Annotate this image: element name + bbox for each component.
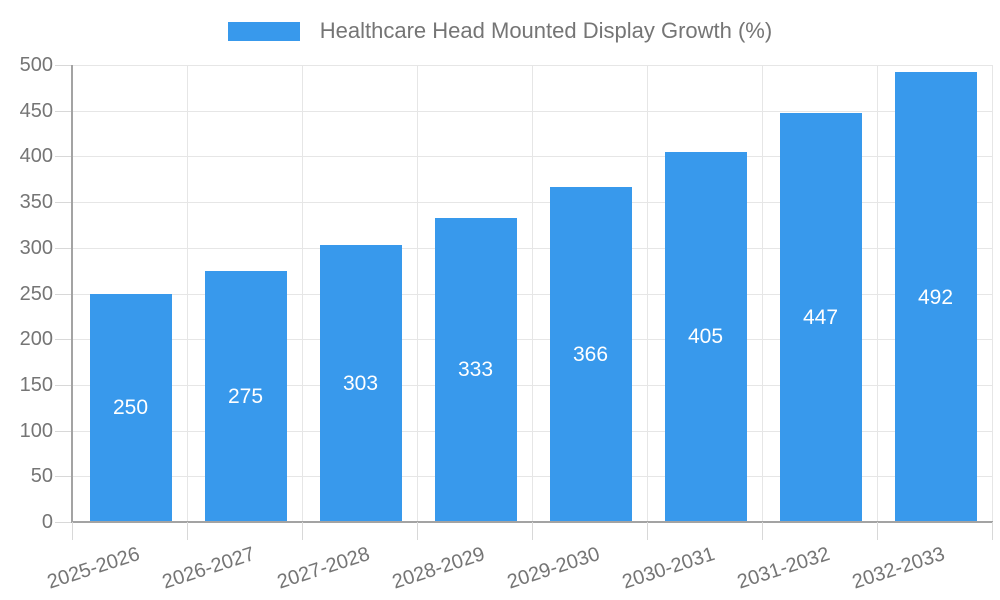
y-tick-mark: [55, 293, 71, 295]
x-axis-tick-label: 2027-2028: [274, 543, 373, 594]
y-axis-tick-label: 350: [19, 191, 53, 214]
x-tick-mark: [187, 522, 188, 540]
x-tick-mark: [877, 522, 878, 540]
y-axis-tick-label: 50: [30, 465, 53, 488]
bar-value-label: 275: [227, 384, 264, 408]
y-axis-tick-label: 100: [19, 419, 53, 442]
y-gridline: [73, 430, 993, 432]
y-gridline: [73, 384, 993, 386]
x-gridline: [532, 65, 533, 522]
x-gridline: [417, 65, 418, 522]
x-axis-tick-label: 2032-2033: [849, 543, 948, 594]
x-tick-mark: [992, 522, 993, 540]
legend-label: Healthcare Head Mounted Display Growth (…: [319, 18, 773, 43]
x-gridline: [302, 65, 303, 522]
y-gridline: [73, 65, 993, 66]
bar-value-label: 492: [917, 285, 954, 309]
y-tick-mark: [55, 522, 71, 523]
y-axis-line: [71, 65, 73, 522]
bar[interactable]: 492: [894, 72, 977, 522]
y-tick-mark: [55, 339, 71, 341]
x-axis-tick-label: 2029-2030: [504, 543, 603, 594]
x-gridline: [992, 65, 993, 522]
x-axis-tick-label: 2028-2029: [389, 543, 488, 594]
bar[interactable]: 366: [549, 187, 632, 522]
legend[interactable]: Healthcare Head Mounted Display Growth (…: [0, 12, 1000, 50]
x-tick-mark: [762, 522, 763, 540]
x-axis-tick-label: 2026-2027: [159, 543, 258, 594]
y-axis-tick-label: 0: [41, 511, 53, 533]
bar[interactable]: 447: [779, 113, 862, 522]
y-axis-tick-label: 500: [19, 54, 53, 76]
x-axis-tick-label: 2030-2031: [619, 543, 718, 594]
y-axis-tick-label: 450: [19, 99, 53, 122]
x-axis-tick-label: 2031-2032: [734, 543, 833, 594]
bar-value-label: 250: [112, 396, 149, 420]
x-tick-mark: [302, 522, 303, 540]
x-tick-mark: [417, 522, 418, 540]
bar-value-label: 333: [457, 358, 494, 382]
y-tick-mark: [55, 65, 71, 66]
y-axis-tick-label: 150: [19, 373, 53, 396]
bar[interactable]: 333: [434, 217, 517, 522]
y-axis-tick-label: 250: [19, 282, 53, 305]
x-gridline: [647, 65, 648, 522]
y-tick-mark: [55, 430, 71, 432]
bar[interactable]: 250: [89, 293, 172, 522]
bar-value-label: 447: [802, 306, 839, 330]
y-tick-mark: [55, 384, 71, 386]
x-tick-mark: [72, 522, 73, 540]
bar-value-label: 366: [572, 343, 609, 367]
bar[interactable]: 303: [319, 245, 402, 522]
bar-value-label: 405: [687, 325, 724, 349]
legend-swatch: [227, 21, 300, 41]
x-gridline: [762, 65, 763, 522]
y-tick-mark: [55, 247, 71, 249]
plot-area: 250 275 303 333 366 405 447 492: [73, 65, 993, 522]
y-axis-tick-label: 300: [19, 236, 53, 259]
bar[interactable]: 275: [204, 270, 287, 522]
x-axis-tick-label: 2025-2026: [44, 543, 143, 594]
y-gridline: [73, 247, 993, 249]
bar-value-label: 303: [342, 372, 379, 396]
bar[interactable]: 405: [664, 151, 747, 522]
y-axis-tick-label: 200: [19, 328, 53, 351]
x-tick-mark: [532, 522, 533, 540]
y-tick-mark: [55, 110, 71, 112]
y-tick-mark: [55, 202, 71, 204]
y-tick-mark: [55, 476, 71, 478]
x-tick-mark: [647, 522, 648, 540]
x-gridline: [877, 65, 878, 522]
y-gridline: [73, 293, 993, 295]
y-tick-mark: [55, 156, 71, 158]
y-gridline: [73, 110, 993, 112]
y-gridline: [73, 156, 993, 158]
x-gridline: [187, 65, 188, 522]
y-gridline: [73, 476, 993, 478]
y-axis-tick-label: 400: [19, 145, 53, 168]
y-gridline: [73, 202, 993, 204]
y-gridline: [73, 339, 993, 341]
